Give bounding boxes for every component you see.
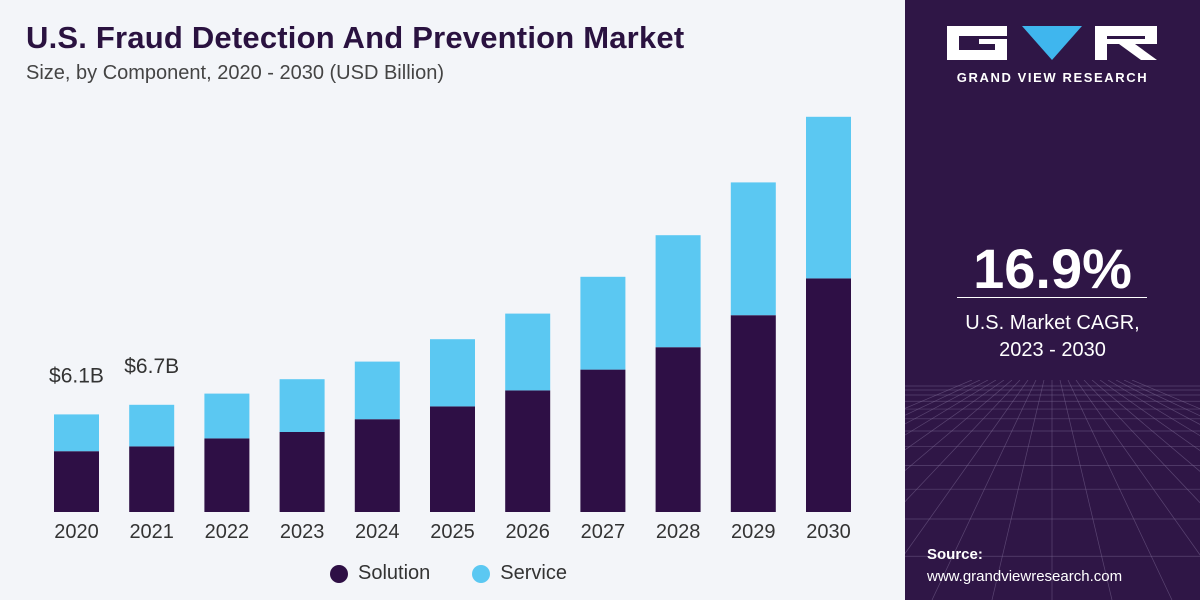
cagr-value: 16.9% <box>973 237 1132 300</box>
bar-solution-2028 <box>655 347 701 512</box>
data-label-2021: $6.7B <box>124 355 179 378</box>
legend-swatch-service <box>472 564 491 583</box>
cagr-label-line1: U.S. Market CAGR, <box>965 312 1140 334</box>
bar-solution-2022 <box>204 438 250 512</box>
legend-item-solution: Solution <box>330 562 430 585</box>
bar-service-2029 <box>730 182 776 316</box>
summary-panel: GRAND VIEW RESEARCH 16.9% U.S. Market CA… <box>905 0 1200 600</box>
bar-solution-2026 <box>505 390 551 512</box>
x-tick-label-2023: 2023 <box>280 521 325 543</box>
cagr-label: U.S. Market CAGR, 2023 - 2030 <box>905 310 1200 364</box>
bar-solution-2024 <box>354 419 400 512</box>
bar-solution-2030 <box>806 278 851 512</box>
x-tick-label-2028: 2028 <box>656 521 701 543</box>
bar-service-2025 <box>430 339 475 407</box>
cagr-divider <box>957 297 1147 298</box>
source-link[interactable]: www.grandviewresearch.com <box>927 568 1123 585</box>
chart-title: U.S. Fraud Detection And Prevention Mark… <box>26 20 685 55</box>
x-tick-label-2030: 2030 <box>806 521 851 543</box>
legend-label-solution: Solution <box>358 562 431 584</box>
x-tick-label-2024: 2024 <box>355 521 400 543</box>
chart-panel: U.S. Fraud Detection And Prevention Mark… <box>0 0 905 600</box>
bar-solution-2029 <box>730 315 776 512</box>
bar-solution-2023 <box>279 432 325 512</box>
bar-service-2030 <box>806 116 851 279</box>
bar-service-2024 <box>354 361 400 420</box>
x-tick-label-2021: 2021 <box>129 521 174 543</box>
legend-label-service: Service <box>500 562 567 584</box>
bar-solution-2027 <box>580 369 626 512</box>
bar-service-2022 <box>204 393 250 439</box>
grid-floor-decoration <box>905 380 1200 600</box>
x-tick-label-2029: 2029 <box>731 521 776 543</box>
legend-swatch-solution <box>330 564 348 583</box>
cagr-label-line2: 2023 - 2030 <box>999 339 1106 361</box>
x-tick-label-2027: 2027 <box>581 521 626 543</box>
gvr-logo-icon <box>947 26 1157 60</box>
bar-service-2023 <box>279 379 325 432</box>
bar-service-2027 <box>580 276 626 370</box>
brand-name: GRAND VIEW RESEARCH <box>956 70 1149 85</box>
bar-solution-2020 <box>54 451 99 512</box>
bar-solution-2021 <box>129 446 175 512</box>
legend-item-service: Service <box>472 562 567 585</box>
x-tick-label-2022: 2022 <box>205 521 250 543</box>
bar-service-2020 <box>54 414 99 452</box>
x-tick-label-2020: 2020 <box>54 521 99 543</box>
x-tick-label-2025: 2025 <box>430 521 475 543</box>
bar-solution-2025 <box>430 406 475 512</box>
legend: Solution Service <box>330 562 567 585</box>
x-tick-label-2026: 2026 <box>505 521 550 543</box>
bar-service-2026 <box>505 313 551 391</box>
bar-service-2021 <box>129 404 175 447</box>
data-label-2020: $6.1B <box>49 364 104 387</box>
bar-service-2028 <box>655 235 701 348</box>
source-title: Source: <box>927 546 983 563</box>
bar-chart: 2020 2021 2022 2023 2024 2025 2026 2027 2028 2029… <box>49 116 851 543</box>
chart-subtitle: Size, by Component, 2020 - 2030 (USD Bil… <box>26 62 444 84</box>
